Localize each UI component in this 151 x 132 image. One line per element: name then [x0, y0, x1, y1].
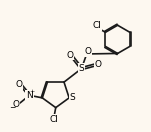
Text: O: O — [13, 100, 20, 109]
Text: O: O — [66, 51, 74, 60]
Text: O: O — [16, 81, 23, 89]
Text: O: O — [84, 47, 91, 56]
Text: S: S — [69, 93, 75, 102]
Text: O: O — [95, 60, 102, 69]
Text: S: S — [79, 64, 84, 73]
Text: +: + — [29, 89, 34, 94]
Text: Cl: Cl — [50, 115, 58, 124]
Text: N: N — [26, 91, 33, 100]
Text: −: − — [10, 103, 16, 112]
Text: Cl: Cl — [92, 21, 101, 30]
